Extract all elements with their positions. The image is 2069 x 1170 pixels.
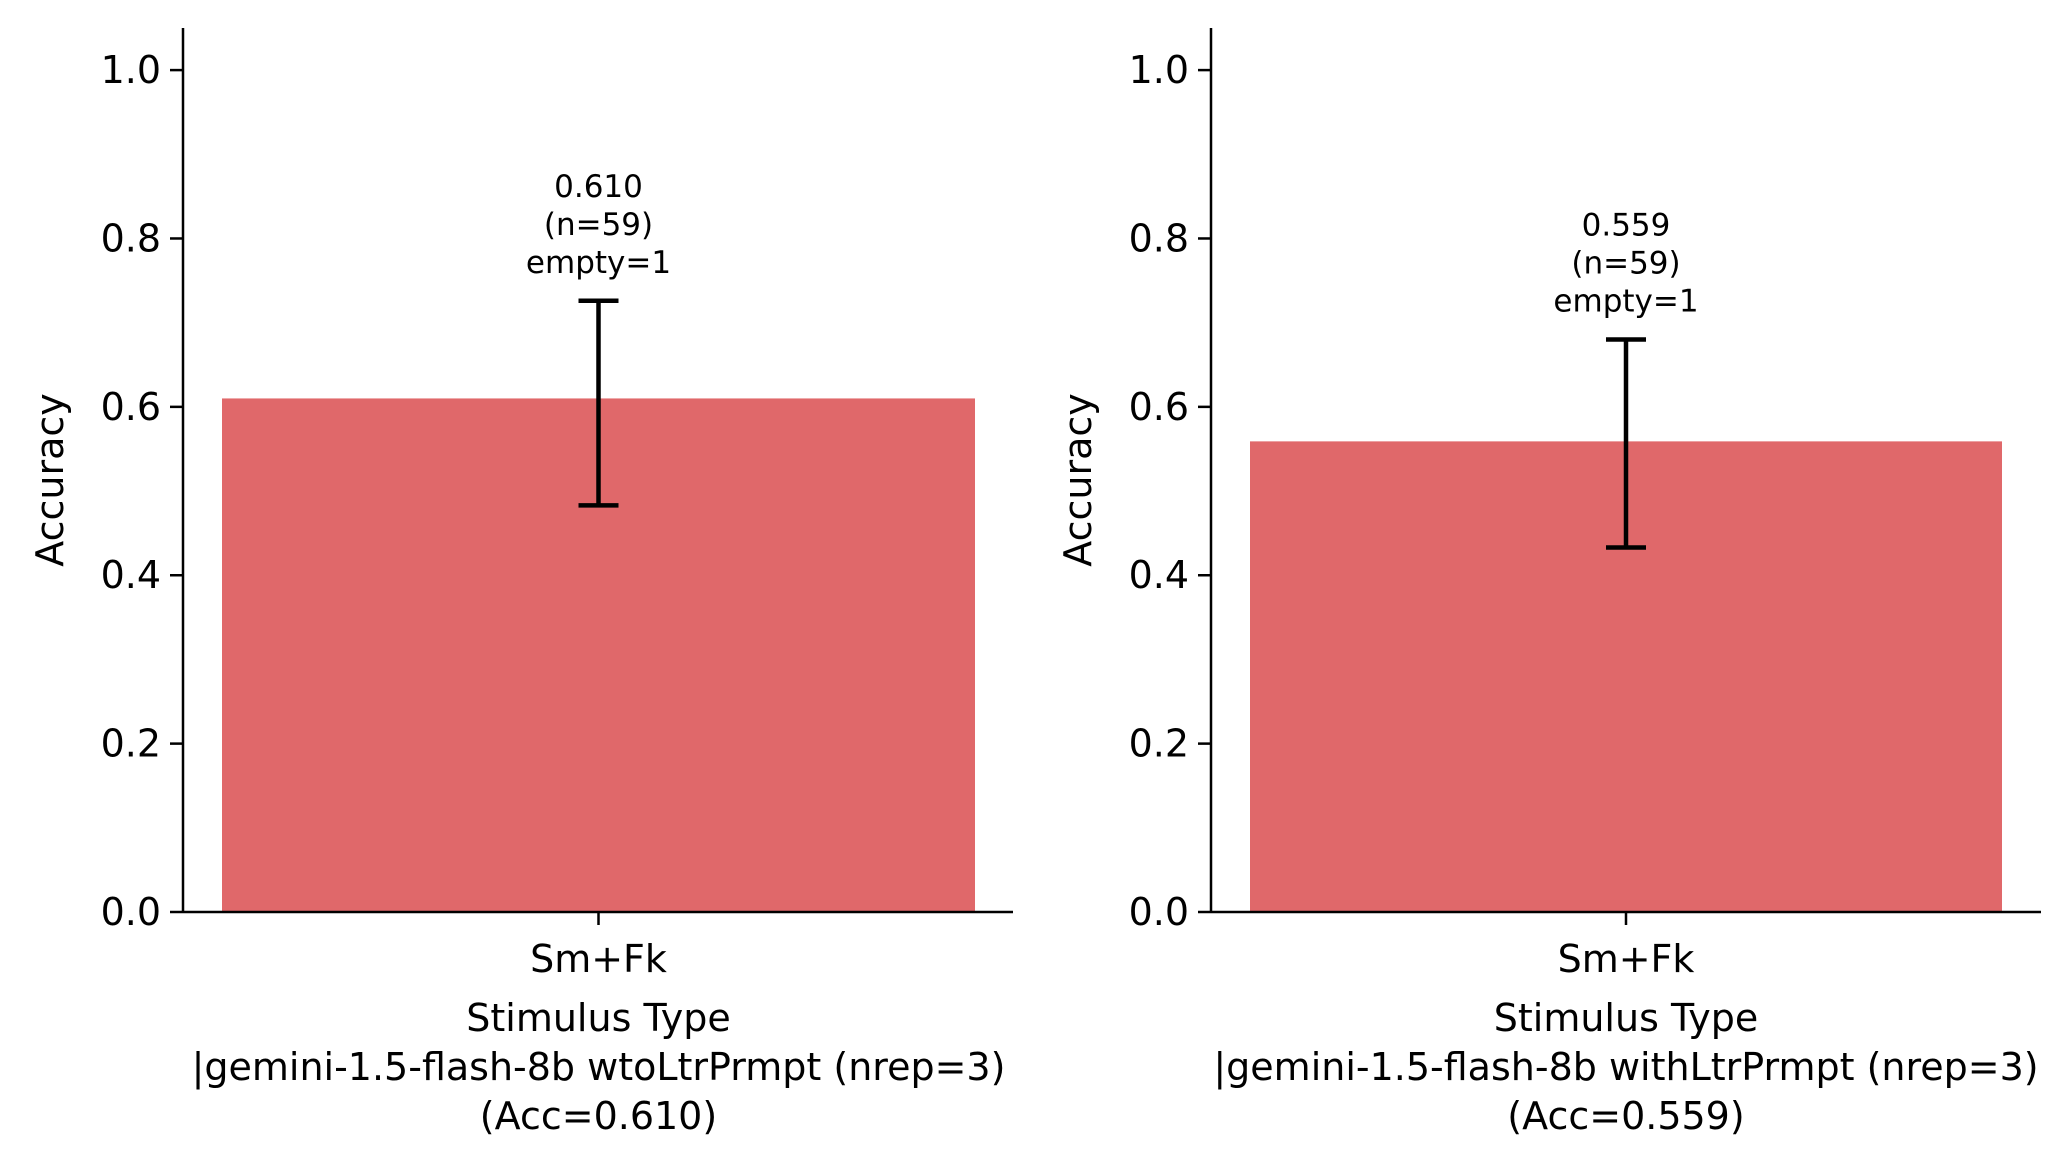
y-tick-label: 0.4 <box>101 553 161 597</box>
y-tick-label: 0.2 <box>1129 722 1189 766</box>
x-axis-label-line: Stimulus Type <box>466 996 730 1040</box>
y-tick-label: 0.2 <box>101 722 161 766</box>
y-tick-label: 0.4 <box>1129 553 1189 597</box>
y-tick-label: 1.0 <box>1129 48 1189 92</box>
bar-annotation-line: 0.610 <box>554 169 643 205</box>
y-tick-label: 0.6 <box>101 385 161 429</box>
y-tick-label: 0.0 <box>101 890 161 934</box>
y-tick-label: 0.8 <box>101 216 161 260</box>
x-axis-label-line: |gemini-1.5-flash-8b wtoLtrPrmpt (nrep=3… <box>192 1045 1006 1090</box>
x-axis-label-line: (Acc=0.559) <box>1507 1094 1744 1138</box>
x-tick-label: Sm+Fk <box>1558 937 1695 981</box>
y-tick-label: 0.8 <box>1129 216 1189 260</box>
y-tick-label: 0.6 <box>1129 385 1189 429</box>
y-axis-label: Accuracy <box>1056 393 1100 567</box>
y-tick-label: 0.0 <box>1129 890 1189 934</box>
bar-annotation-line: (n=59) <box>1571 246 1680 282</box>
chart-panel-2: 0.559(n=59)empty=1 Sm+Fk 0.0 0.2 0.4 0.6 0.8 1.… <box>1056 28 2041 1138</box>
bar-annotation-line: (n=59) <box>544 207 653 243</box>
bar-annotation-line: empty=1 <box>526 245 671 281</box>
y-axis-label: Accuracy <box>28 393 72 567</box>
bar-annotation-line: empty=1 <box>1553 284 1698 320</box>
chart-panel-1: 0.610(n=59)empty=1 Sm+Fk 0.0 0.2 0.4 0.6 0.8 1.… <box>28 28 1013 1138</box>
x-tick-label: Sm+Fk <box>530 937 667 981</box>
y-tick-label: 1.0 <box>101 48 161 92</box>
bar-annotation-line: 0.559 <box>1582 208 1671 244</box>
x-axis-label-line: (Acc=0.610) <box>480 1094 717 1138</box>
x-axis-label-line: Stimulus Type <box>1494 996 1758 1040</box>
x-axis-label-line: |gemini-1.5-flash-8b withLtrPrmpt (nrep=… <box>1213 1045 2038 1090</box>
